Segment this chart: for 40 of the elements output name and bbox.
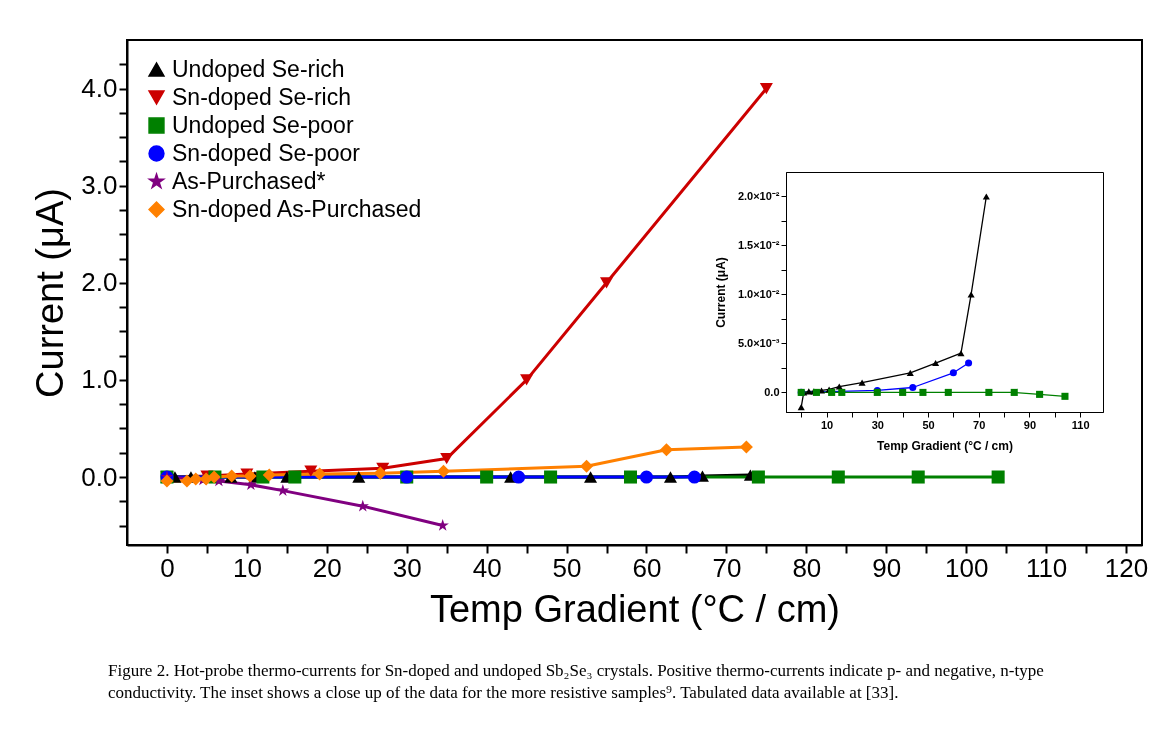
x-tick-label: 30 [392, 552, 422, 583]
x-tick-label: 120 [1104, 552, 1149, 583]
x-axis-title: Temp Gradient (°C / cm) [877, 438, 1013, 453]
x-tick-label: 50 [922, 418, 935, 431]
y-axis-title: Current (μA) [29, 188, 72, 398]
y-tick-label: 2.0 [81, 267, 118, 298]
x-tick-label: 100 [944, 552, 989, 583]
x-tick-label: 10 [820, 418, 834, 431]
x-tick-label: 70 [712, 552, 742, 583]
legend-label: As-Purchased* [172, 167, 326, 194]
y-axis-title: Current (μA) [713, 257, 728, 328]
x-tick-label: 70 [973, 418, 986, 431]
x-tick-label: 20 [312, 552, 342, 583]
x-tick-label: 80 [792, 552, 822, 583]
x-tick-label: 90 [1023, 418, 1037, 431]
x-tick-label: 30 [871, 418, 884, 431]
y-tick-label: 5.0×10⁻³ [737, 336, 780, 349]
x-tick-label: 110 [1071, 418, 1090, 431]
legend-label: Sn-doped Se-rich [172, 83, 351, 110]
x-tick-label: 0 [160, 552, 175, 583]
y-tick-label: 3.0 [81, 170, 118, 201]
legend-label: Undoped Se-rich [172, 55, 345, 82]
y-tick-label: 4.0 [81, 73, 118, 104]
x-tick-label: 90 [872, 552, 902, 583]
y-tick-label: 1.5×10⁻² [737, 238, 780, 251]
y-tick-label: 0.0 [81, 461, 118, 492]
legend-label: Sn-doped Se-poor [172, 139, 361, 166]
y-tick-label: 1.0 [81, 364, 118, 395]
y-tick-label: 1.0×10⁻² [737, 287, 780, 300]
y-tick-label: 2.0×10⁻² [737, 189, 780, 202]
x-tick-label: 50 [552, 552, 582, 583]
legend-label: Undoped Se-poor [172, 111, 354, 138]
x-axis-title: Temp Gradient (°C / cm) [429, 587, 841, 630]
x-tick-label: 60 [632, 552, 662, 583]
x-tick-label: 10 [232, 552, 262, 583]
legend-label: Sn-doped As-Purchased [172, 195, 422, 222]
y-tick-label: 0.0 [764, 385, 780, 398]
x-tick-label: 110 [1025, 552, 1068, 583]
x-tick-label: 40 [472, 552, 502, 583]
caption: Figure 2. Hot-probe thermo-currents for Sn-doped and undoped Sb₂Se₃ crystals. Positive thermo-currents indicate p- and negative, n-type conductivity. The inset shows a close up of the data for the more resistive samples⁹. Tabulated data available at [33]. [108, 660, 1045, 704]
